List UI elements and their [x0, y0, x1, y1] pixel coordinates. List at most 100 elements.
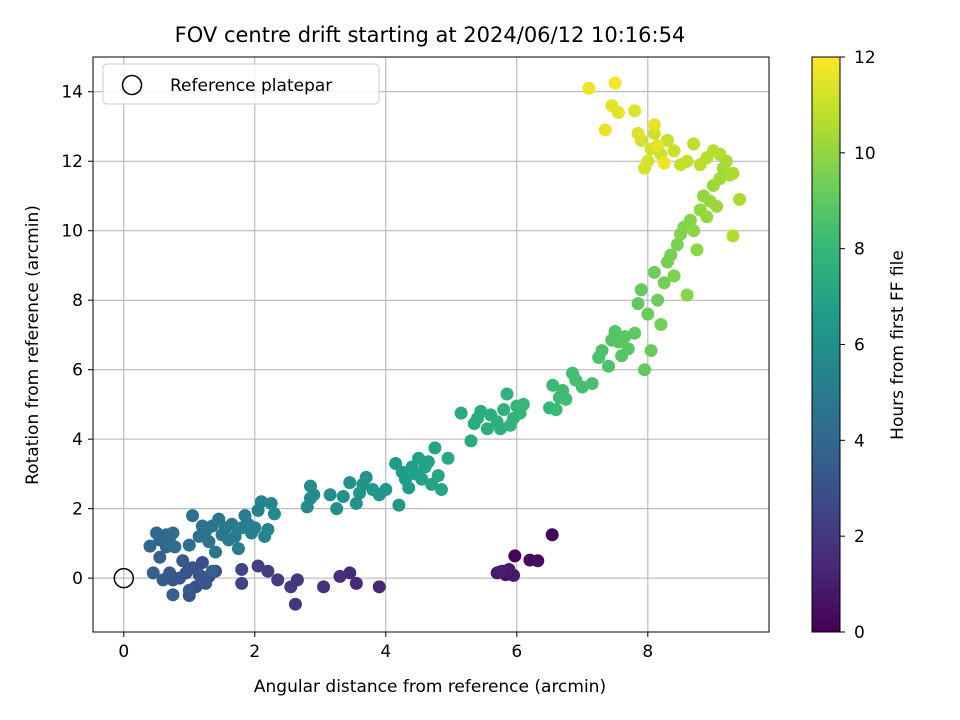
data-point: [733, 192, 747, 206]
data-point: [336, 490, 350, 504]
data-point: [182, 538, 196, 552]
data-point: [235, 562, 249, 576]
colorbar-gradient: [811, 56, 841, 633]
data-point: [516, 397, 530, 411]
data-point: [349, 496, 363, 510]
data-point: [687, 137, 701, 151]
y-ticks: 0 2 4 6 8 10 12 14: [61, 83, 93, 589]
data-point: [680, 288, 694, 302]
data-point: [284, 580, 298, 594]
data-point: [628, 104, 642, 118]
data-point: [660, 133, 674, 147]
data-point: [199, 576, 213, 590]
data-point: [254, 495, 268, 509]
colorbar-tick-label: 2: [854, 527, 865, 547]
data-point: [575, 380, 589, 394]
data-point: [500, 387, 514, 401]
data-point: [546, 378, 560, 392]
colorbar-tick-label: 4: [854, 431, 865, 451]
data-point: [349, 576, 363, 590]
data-point: [343, 476, 357, 490]
data-point: [647, 265, 661, 279]
data-point: [598, 123, 612, 137]
data-point: [166, 588, 180, 602]
x-tick-label: 0: [118, 642, 129, 662]
data-point: [621, 342, 635, 356]
data-point: [674, 158, 688, 172]
data-point: [208, 545, 222, 559]
data-point: [156, 573, 170, 587]
data-point: [271, 573, 285, 587]
data-point: [618, 330, 632, 344]
data-point: [248, 521, 262, 535]
data-point: [428, 441, 442, 455]
data-point: [168, 540, 182, 554]
data-point: [146, 566, 160, 580]
data-point: [683, 213, 697, 227]
data-point: [288, 597, 302, 611]
data-point: [261, 564, 275, 578]
legend: Reference platepar: [102, 63, 380, 105]
data-point: [654, 318, 668, 332]
colorbar-tick-label: 10: [854, 144, 876, 164]
x-tick-label: 2: [249, 642, 260, 662]
data-point: [480, 422, 494, 436]
data-point: [651, 139, 665, 153]
data-point: [638, 161, 652, 175]
y-tick-label: 8: [72, 291, 83, 311]
data-point: [657, 276, 671, 290]
data-point: [323, 488, 337, 502]
data-point: [651, 293, 665, 307]
data-point: [454, 406, 468, 420]
data-point: [205, 564, 219, 578]
data-point: [628, 326, 642, 340]
data-point: [582, 81, 596, 95]
data-point: [261, 523, 275, 537]
colorbar-label: Hours from first FF file: [888, 250, 908, 440]
data-point: [343, 566, 357, 580]
data-point: [595, 344, 609, 358]
data-point: [693, 158, 707, 172]
x-tick-label: 8: [642, 642, 653, 662]
data-point: [631, 297, 645, 311]
y-tick-label: 2: [72, 500, 83, 520]
data-point: [647, 118, 661, 132]
data-point: [644, 344, 658, 358]
data-point: [415, 472, 429, 486]
data-point: [634, 283, 648, 297]
y-tick-label: 0: [72, 569, 83, 589]
data-point: [608, 324, 622, 338]
data-point: [638, 363, 652, 377]
data-point: [176, 554, 190, 568]
colorbar-tick-label: 0: [854, 623, 865, 643]
data-point: [670, 238, 684, 252]
x-tick-label: 6: [511, 642, 522, 662]
y-axis-label: Rotation from reference (arcmin): [23, 205, 43, 485]
data-point: [379, 483, 393, 497]
data-point: [231, 542, 245, 556]
axes-frame: [92, 56, 770, 633]
y-tick-label: 4: [72, 430, 83, 450]
colorbar: 0 2 4 6 8 10 12 Hours from first FF file: [811, 48, 908, 643]
data-point: [664, 248, 678, 262]
colorbar-tick-label: 8: [854, 240, 865, 260]
data-point: [182, 583, 196, 597]
data-point: [202, 535, 216, 549]
data-point: [713, 172, 727, 186]
data-point: [251, 559, 265, 573]
data-point: [493, 422, 507, 436]
data-point: [359, 470, 373, 484]
y-tick-label: 6: [72, 361, 83, 381]
data-point: [667, 144, 681, 158]
data-point: [330, 502, 344, 516]
data-point: [317, 580, 331, 594]
data-point: [267, 507, 281, 521]
data-point: [235, 576, 249, 590]
data-point: [559, 392, 573, 406]
data-point: [605, 99, 619, 113]
y-tick-label: 14: [61, 83, 83, 103]
data-point: [464, 434, 478, 448]
legend-label: Reference platepar: [170, 76, 332, 96]
data-point: [225, 517, 239, 531]
data-point: [353, 486, 367, 500]
